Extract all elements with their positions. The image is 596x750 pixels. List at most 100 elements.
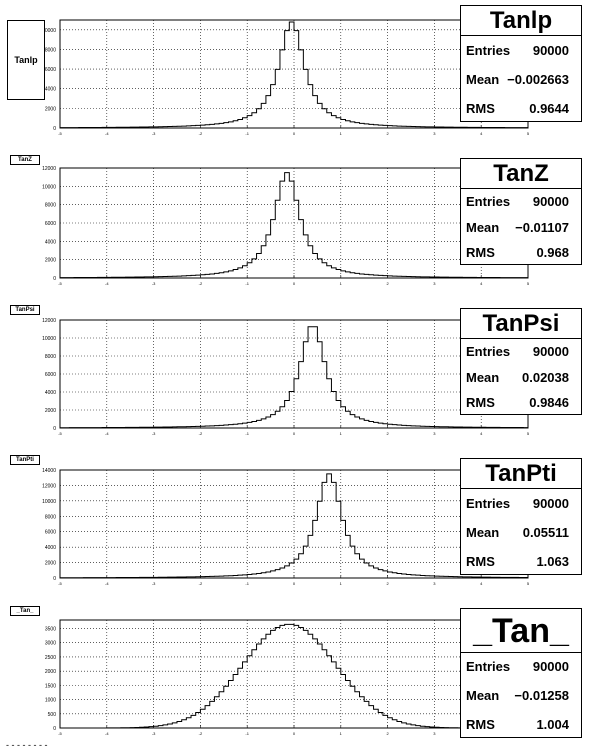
y-tick-label: 1000 [45,698,56,704]
stats-entries-value: 90000 [532,495,569,511]
stats-histogram-name: TanZ [461,159,581,189]
stats-mean-label: Mean [466,219,500,235]
stats-mean-label: Mean [466,688,500,703]
stats-rms-label: RMS [466,245,495,261]
x-tick-label: -3 [152,731,156,736]
y-tick-label: 10000 [42,336,56,342]
x-tick-label: 5 [527,281,530,286]
stats-box: TanPsi Entries 90000 Mean 0.02038 RMS 0.9846 [460,308,582,415]
x-tick-label: 2 [386,431,389,436]
stats-mean-value: 0.05511 [522,524,569,540]
x-tick-label: -2 [199,431,203,436]
x-tick-label: -1 [245,131,249,136]
stats-histogram-name: TanPti [461,459,581,489]
stats-rms-value: 1.004 [536,716,569,732]
y-tick-label: 2000 [45,669,56,675]
x-tick-label: 0 [293,731,296,736]
x-tick-label: 4 [480,581,483,586]
x-tick-label: 1 [340,431,343,436]
stats-rms-label: RMS [466,100,495,116]
x-tick-label: 1 [340,731,343,736]
x-tick-label: -1 [245,581,249,586]
y-tick-label: 4000 [45,545,56,551]
histogram-series [59,623,528,729]
y-tick-label: 12000 [42,483,56,489]
stats-mean-label: Mean [466,71,500,87]
histogram-series [59,326,529,429]
stats-box: _Tan_ Entries 90000 Mean −0.01258 RMS 1.004 [460,608,582,738]
y-tick-label: 8000 [45,47,56,53]
x-tick-label: -4 [105,731,109,736]
x-tick-label: -1 [245,281,249,286]
histogram-series [59,172,529,279]
histogram-series [59,21,529,129]
y-tick-label: 1500 [45,683,56,689]
x-tick-label: 4 [480,431,483,436]
stats-entries-label: Entries [466,343,511,359]
x-tick-label: 4 [480,281,483,286]
x-tick-label: 5 [527,581,530,586]
x-tick-label: -1 [245,431,249,436]
stats-histogram-name: TanPsi [461,309,581,339]
stats-entries-value: 90000 [532,659,569,675]
x-tick-label: 5 [527,431,530,436]
x-tick-label: 0 [293,281,296,286]
pad-title-box: TanZ [10,155,40,165]
y-tick-label: 6000 [45,372,56,378]
x-tick-label: 3 [433,281,436,286]
y-tick-label: 6000 [45,221,56,227]
x-tick-label: -4 [105,431,109,436]
x-tick-label: 4 [480,131,483,136]
stats-entries-value: 90000 [532,42,569,58]
stats-mean-value: 0.02038 [522,369,569,385]
pad-title-box: TanPti [10,455,40,465]
stats-rms-value: 0.9644 [529,100,569,116]
stats-rms-value: 0.968 [536,245,569,261]
x-tick-label: 2 [386,731,389,736]
y-tick-label: 10000 [42,499,56,505]
y-tick-label: 14000 [42,468,56,474]
y-tick-label: 3500 [45,627,56,633]
x-tick-label: -2 [199,281,203,286]
y-tick-label: 2000 [45,106,56,112]
x-tick-label: 0 [293,581,296,586]
stats-entries-value: 90000 [532,193,569,209]
y-tick-label: 0 [53,426,56,432]
x-tick-label: -3 [152,131,156,136]
stats-rms-label: RMS [466,716,495,732]
y-tick-label: 0 [53,126,56,132]
stats-mean-value: −0.01107 [515,219,569,235]
y-tick-label: 12000 [42,166,56,172]
stats-entries-label: Entries [466,193,511,209]
x-tick-label: 0 [293,431,296,436]
x-tick-label: 1 [340,281,343,286]
x-tick-label: -3 [152,281,156,286]
y-tick-label: 4000 [45,87,56,93]
y-tick-label: 0 [53,276,56,282]
x-tick-label: -5 [58,131,62,136]
x-tick-label: -3 [152,581,156,586]
x-tick-label: -1 [245,731,249,736]
stats-rms-label: RMS [466,553,495,569]
x-tick-label: -5 [58,731,62,736]
y-tick-label: 6000 [45,530,56,536]
y-tick-label: 10000 [42,28,56,34]
y-tick-label: 0 [53,576,56,582]
y-tick-label: 4000 [45,390,56,396]
x-tick-label: -5 [58,581,62,586]
stats-mean-label: Mean [466,369,500,385]
stats-box: TanPti Entries 90000 Mean 0.05511 RMS 1.063 [460,458,582,575]
stats-mean-value: −0.002663 [507,71,569,87]
y-tick-label: 3000 [45,641,56,647]
x-tick-label: -5 [58,431,62,436]
x-tick-label: -4 [105,281,109,286]
y-tick-label: 0 [53,726,56,732]
y-tick-label: 4000 [45,239,56,245]
x-tick-label: -2 [199,581,203,586]
x-tick-label: -4 [105,131,109,136]
y-tick-label: 6000 [45,67,56,73]
x-tick-label: 3 [433,731,436,736]
stats-entries-label: Entries [466,42,511,58]
stats-histogram-name: Tanlp [461,6,581,36]
x-tick-label: 3 [433,431,436,436]
